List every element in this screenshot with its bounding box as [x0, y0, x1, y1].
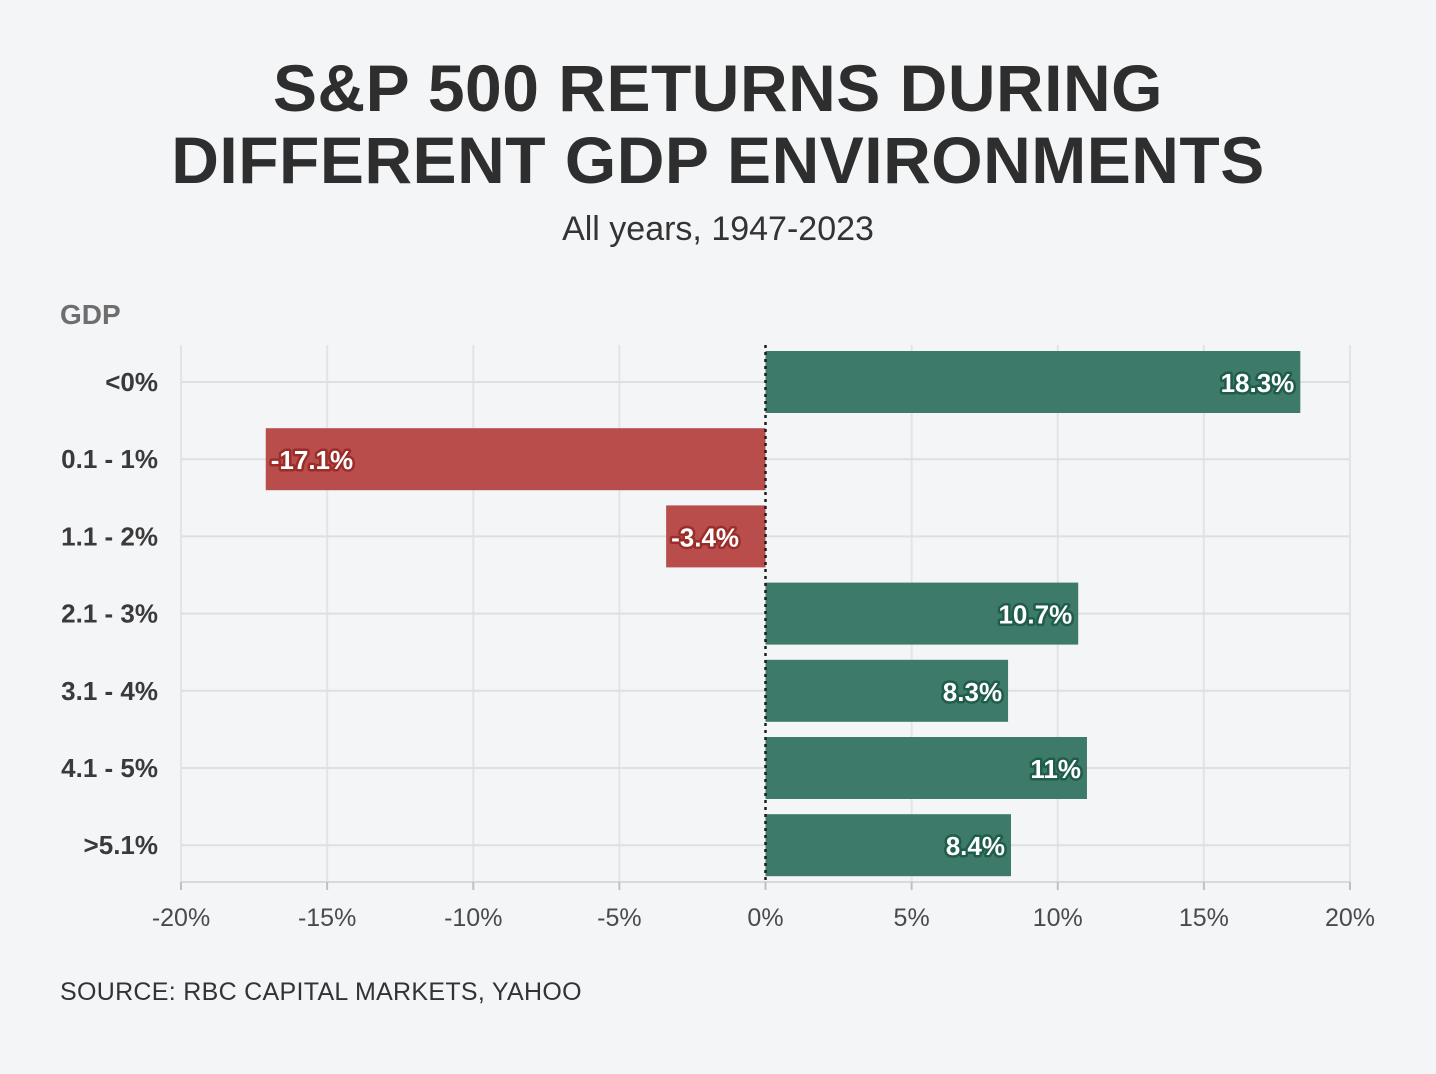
bar	[666, 505, 766, 568]
x-tick-label: -5%	[597, 904, 641, 932]
chart-title: S&P 500 RETURNS DURING DIFFERENT GDP ENV…	[0, 52, 1436, 196]
value-label: 8.3%	[943, 677, 1002, 707]
category-label: 1.1 - 2%	[61, 521, 158, 551]
x-tick-label: -10%	[444, 904, 502, 932]
category-label: 3.1 - 4%	[61, 676, 158, 706]
bars	[265, 351, 1301, 877]
bar	[765, 659, 1009, 722]
bar	[765, 351, 1301, 413]
x-tick-label: 5%	[894, 904, 930, 932]
chart-title-line-1: S&P 500 RETURNS DURING	[273, 51, 1163, 125]
x-tick-label: 15%	[1179, 904, 1229, 932]
value-label: 18.3%	[1221, 368, 1295, 398]
source-note: SOURCE: RBC CAPITAL MARKETS, YAHOO	[60, 978, 582, 1006]
category-label: 4.1 - 5%	[61, 753, 158, 783]
bar-chart: GDP <0% 0.1 - 1% 1.1 - 2% 2.1 - 3% 3.1 - 4% 4.…	[60, 299, 1375, 932]
chart-subtitle: All years, 1947-2023	[562, 210, 874, 248]
chart-title-line-2: DIFFERENT GDP ENVIRONMENTS	[171, 123, 1265, 197]
category-label: <0%	[105, 367, 158, 397]
x-tick-label: -20%	[152, 904, 210, 932]
labels: GDP <0% 0.1 - 1% 1.1 - 2% 2.1 - 3% 3.1 - 4% 4.…	[60, 299, 1375, 932]
value-label: -3.4%	[671, 522, 739, 552]
category-label: >5.1%	[84, 830, 158, 860]
value-label: -17.1%	[271, 445, 353, 475]
y-axis-title: GDP	[60, 299, 121, 330]
bar	[765, 814, 1011, 877]
x-tick-label: -15%	[298, 904, 356, 932]
x-tick-label: 0%	[747, 904, 783, 932]
category-label: 0.1 - 1%	[61, 444, 158, 474]
bar	[265, 428, 766, 491]
value-label: 10.7%	[998, 600, 1072, 630]
value-label: 11%	[1030, 754, 1081, 784]
category-label: 2.1 - 3%	[61, 599, 158, 629]
x-tick-label: 10%	[1033, 904, 1083, 932]
value-label: 8.4%	[946, 831, 1005, 861]
bar	[765, 582, 1079, 645]
x-tick-label: 20%	[1325, 904, 1375, 932]
bar	[765, 737, 1087, 799]
